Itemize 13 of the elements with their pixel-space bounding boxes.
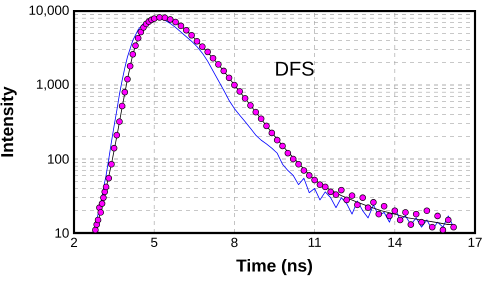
x-tick-label: 2: [70, 238, 78, 248]
y-tick-label: 100: [48, 154, 69, 164]
x-axis-title: Time (ns): [236, 258, 312, 276]
x-tick-label: 17: [468, 238, 482, 247]
x-tick-label: 11: [308, 238, 321, 247]
x-tick-label: 14: [388, 238, 402, 247]
annotation: DFS: [276, 62, 314, 76]
y-axis-title: Intensity: [0, 86, 17, 156]
x-tick-label: 8: [231, 238, 238, 248]
y-tick-label: 10,000: [30, 6, 69, 17]
y-tick-label: 10: [55, 228, 69, 238]
y-tick-label: 1,000: [36, 80, 69, 91]
x-tick-label: 5: [151, 238, 158, 248]
